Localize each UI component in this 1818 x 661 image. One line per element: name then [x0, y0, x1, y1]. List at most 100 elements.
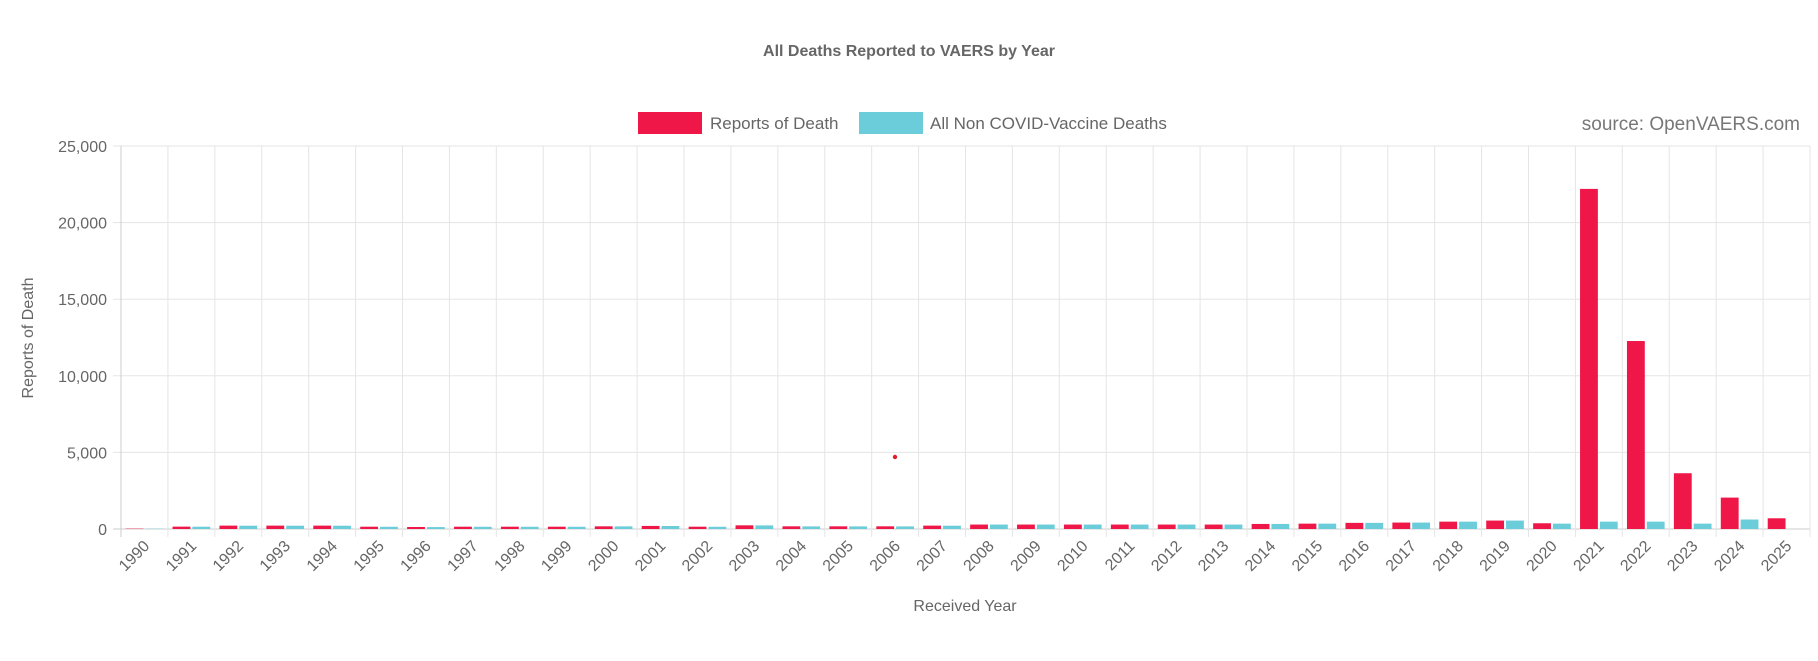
bar-reports-of-death-1995[interactable] — [360, 526, 379, 529]
bar-non-covid-deaths-1992[interactable] — [239, 525, 258, 529]
x-tick-label: 2017 — [1383, 538, 1420, 575]
bar-reports-of-death-1996[interactable] — [407, 527, 425, 529]
bar-reports-of-death-2003[interactable] — [735, 525, 754, 529]
bar-non-covid-deaths-1995[interactable] — [380, 526, 398, 529]
x-tick-label: 2015 — [1289, 538, 1326, 575]
bar-reports-of-death-2014[interactable] — [1251, 523, 1270, 529]
bar-reports-of-death-2013[interactable] — [1204, 524, 1223, 529]
bar-non-covid-deaths-2010[interactable] — [1083, 524, 1102, 529]
bar-non-covid-deaths-2013[interactable] — [1224, 524, 1243, 529]
bar-non-covid-deaths-2015[interactable] — [1318, 523, 1337, 529]
bar-non-covid-deaths-2020[interactable] — [1552, 523, 1571, 529]
grid — [113, 145, 1811, 537]
bar-reports-of-death-2001[interactable] — [641, 525, 660, 529]
bar-non-covid-deaths-2024[interactable] — [1740, 519, 1759, 529]
x-tick-label: 2004 — [773, 538, 810, 575]
legend-swatch-non-covid[interactable] — [859, 112, 923, 134]
bar-non-covid-deaths-2006[interactable] — [896, 526, 914, 529]
x-tick-label: 1999 — [538, 538, 575, 575]
x-tick-label: 1990 — [116, 538, 153, 575]
bar-reports-of-death-2022[interactable] — [1626, 341, 1645, 529]
x-tick-label: 2022 — [1617, 538, 1654, 575]
bar-non-covid-deaths-2023[interactable] — [1693, 523, 1712, 529]
bar-reports-of-death-1998[interactable] — [500, 526, 519, 529]
bar-non-covid-deaths-2000[interactable] — [614, 526, 633, 529]
bar-reports-of-death-2002[interactable] — [688, 526, 707, 529]
bar-non-covid-deaths-2004[interactable] — [802, 526, 821, 529]
x-axis-title: Received Year — [913, 598, 1017, 615]
bar-non-covid-deaths-1996[interactable] — [426, 527, 445, 529]
legend-label-reports[interactable]: Reports of Death — [710, 114, 839, 133]
bar-non-covid-deaths-1993[interactable] — [286, 525, 305, 529]
x-tick-label: 1995 — [351, 538, 388, 575]
bar-non-covid-deaths-2003[interactable] — [755, 525, 774, 529]
bar-reports-of-death-2017[interactable] — [1392, 522, 1411, 529]
bar-non-covid-deaths-2011[interactable] — [1130, 524, 1149, 529]
bar-reports-of-death-2006[interactable] — [876, 526, 895, 529]
bar-non-covid-deaths-2008[interactable] — [989, 524, 1008, 529]
bar-non-covid-deaths-2009[interactable] — [1036, 524, 1055, 529]
bar-non-covid-deaths-2022[interactable] — [1646, 521, 1665, 529]
bar-reports-of-death-1992[interactable] — [219, 525, 238, 529]
x-tick-label: 2009 — [1008, 538, 1045, 575]
bar-reports-of-death-1993[interactable] — [266, 525, 285, 529]
x-tick-label: 2014 — [1242, 538, 1279, 575]
x-tick-label: 1994 — [304, 538, 341, 575]
bar-reports-of-death-2020[interactable] — [1533, 523, 1551, 529]
bar-reports-of-death-2012[interactable] — [1157, 524, 1176, 529]
bar-reports-of-death-2024[interactable] — [1720, 497, 1739, 529]
bar-reports-of-death-1997[interactable] — [454, 526, 472, 529]
x-tick-label: 1998 — [491, 538, 528, 575]
x-tick-label: 1991 — [163, 538, 200, 575]
bar-reports-of-death-2011[interactable] — [1110, 524, 1129, 529]
bar-non-covid-deaths-2001[interactable] — [661, 526, 680, 529]
bar-reports-of-death-2023[interactable] — [1673, 473, 1692, 529]
bar-reports-of-death-2021[interactable] — [1580, 188, 1598, 529]
bar-non-covid-deaths-1994[interactable] — [333, 525, 351, 529]
bar-non-covid-deaths-2016[interactable] — [1365, 522, 1384, 529]
chart-title: All Deaths Reported to VAERS by Year — [763, 43, 1055, 60]
bar-reports-of-death-2016[interactable] — [1345, 522, 1364, 529]
bar-reports-of-death-1991[interactable] — [172, 526, 191, 529]
bar-non-covid-deaths-2014[interactable] — [1271, 523, 1290, 529]
x-tick-label: 2008 — [961, 538, 998, 575]
bar-non-covid-deaths-2021[interactable] — [1599, 521, 1618, 529]
bar-non-covid-deaths-2019[interactable] — [1506, 520, 1524, 529]
bar-non-covid-deaths-2018[interactable] — [1459, 521, 1477, 529]
bar-reports-of-death-2009[interactable] — [1017, 524, 1035, 529]
bar-reports-of-death-2015[interactable] — [1298, 523, 1317, 529]
bar-non-covid-deaths-1991[interactable] — [192, 526, 211, 529]
x-tick-label: 2006 — [867, 538, 904, 575]
bar-reports-of-death-1999[interactable] — [547, 526, 566, 529]
bar-reports-of-death-2007[interactable] — [923, 525, 942, 529]
bar-reports-of-death-2018[interactable] — [1439, 521, 1458, 529]
bar-reports-of-death-2010[interactable] — [1063, 524, 1082, 529]
legend-label-non-covid[interactable]: All Non COVID-Vaccine Deaths — [930, 114, 1167, 133]
y-tick-label: 25,000 — [58, 139, 107, 156]
y-tick-label: 10,000 — [58, 369, 107, 386]
bar-non-covid-deaths-1998[interactable] — [520, 526, 539, 529]
bar-non-covid-deaths-2012[interactable] — [1177, 524, 1196, 529]
y-tick-label: 15,000 — [58, 292, 107, 309]
y-tick-label: 0 — [98, 522, 107, 539]
bar-reports-of-death-2000[interactable] — [594, 526, 613, 529]
bar-non-covid-deaths-2005[interactable] — [849, 526, 868, 529]
bar-reports-of-death-2025[interactable] — [1767, 518, 1786, 529]
bar-non-covid-deaths-2017[interactable] — [1412, 522, 1431, 529]
bar-reports-of-death-2004[interactable] — [782, 526, 801, 529]
bar-non-covid-deaths-1997[interactable] — [473, 526, 492, 529]
x-tick-label: 1993 — [257, 538, 294, 575]
x-tick-label: 2012 — [1148, 538, 1185, 575]
legend-swatch-reports[interactable] — [638, 112, 702, 134]
y-axis-title: Reports of Death — [20, 278, 37, 399]
x-tick-label: 2021 — [1571, 538, 1608, 575]
bar-reports-of-death-2019[interactable] — [1486, 520, 1505, 529]
bar-non-covid-deaths-2002[interactable] — [708, 526, 727, 529]
bars — [125, 188, 1786, 529]
bar-non-covid-deaths-1999[interactable] — [567, 526, 586, 529]
bar-reports-of-death-1994[interactable] — [313, 525, 332, 529]
bar-reports-of-death-2005[interactable] — [829, 526, 848, 529]
bar-non-covid-deaths-2007[interactable] — [943, 525, 961, 529]
x-tick-label: 2010 — [1054, 538, 1091, 575]
bar-reports-of-death-2008[interactable] — [970, 524, 988, 529]
